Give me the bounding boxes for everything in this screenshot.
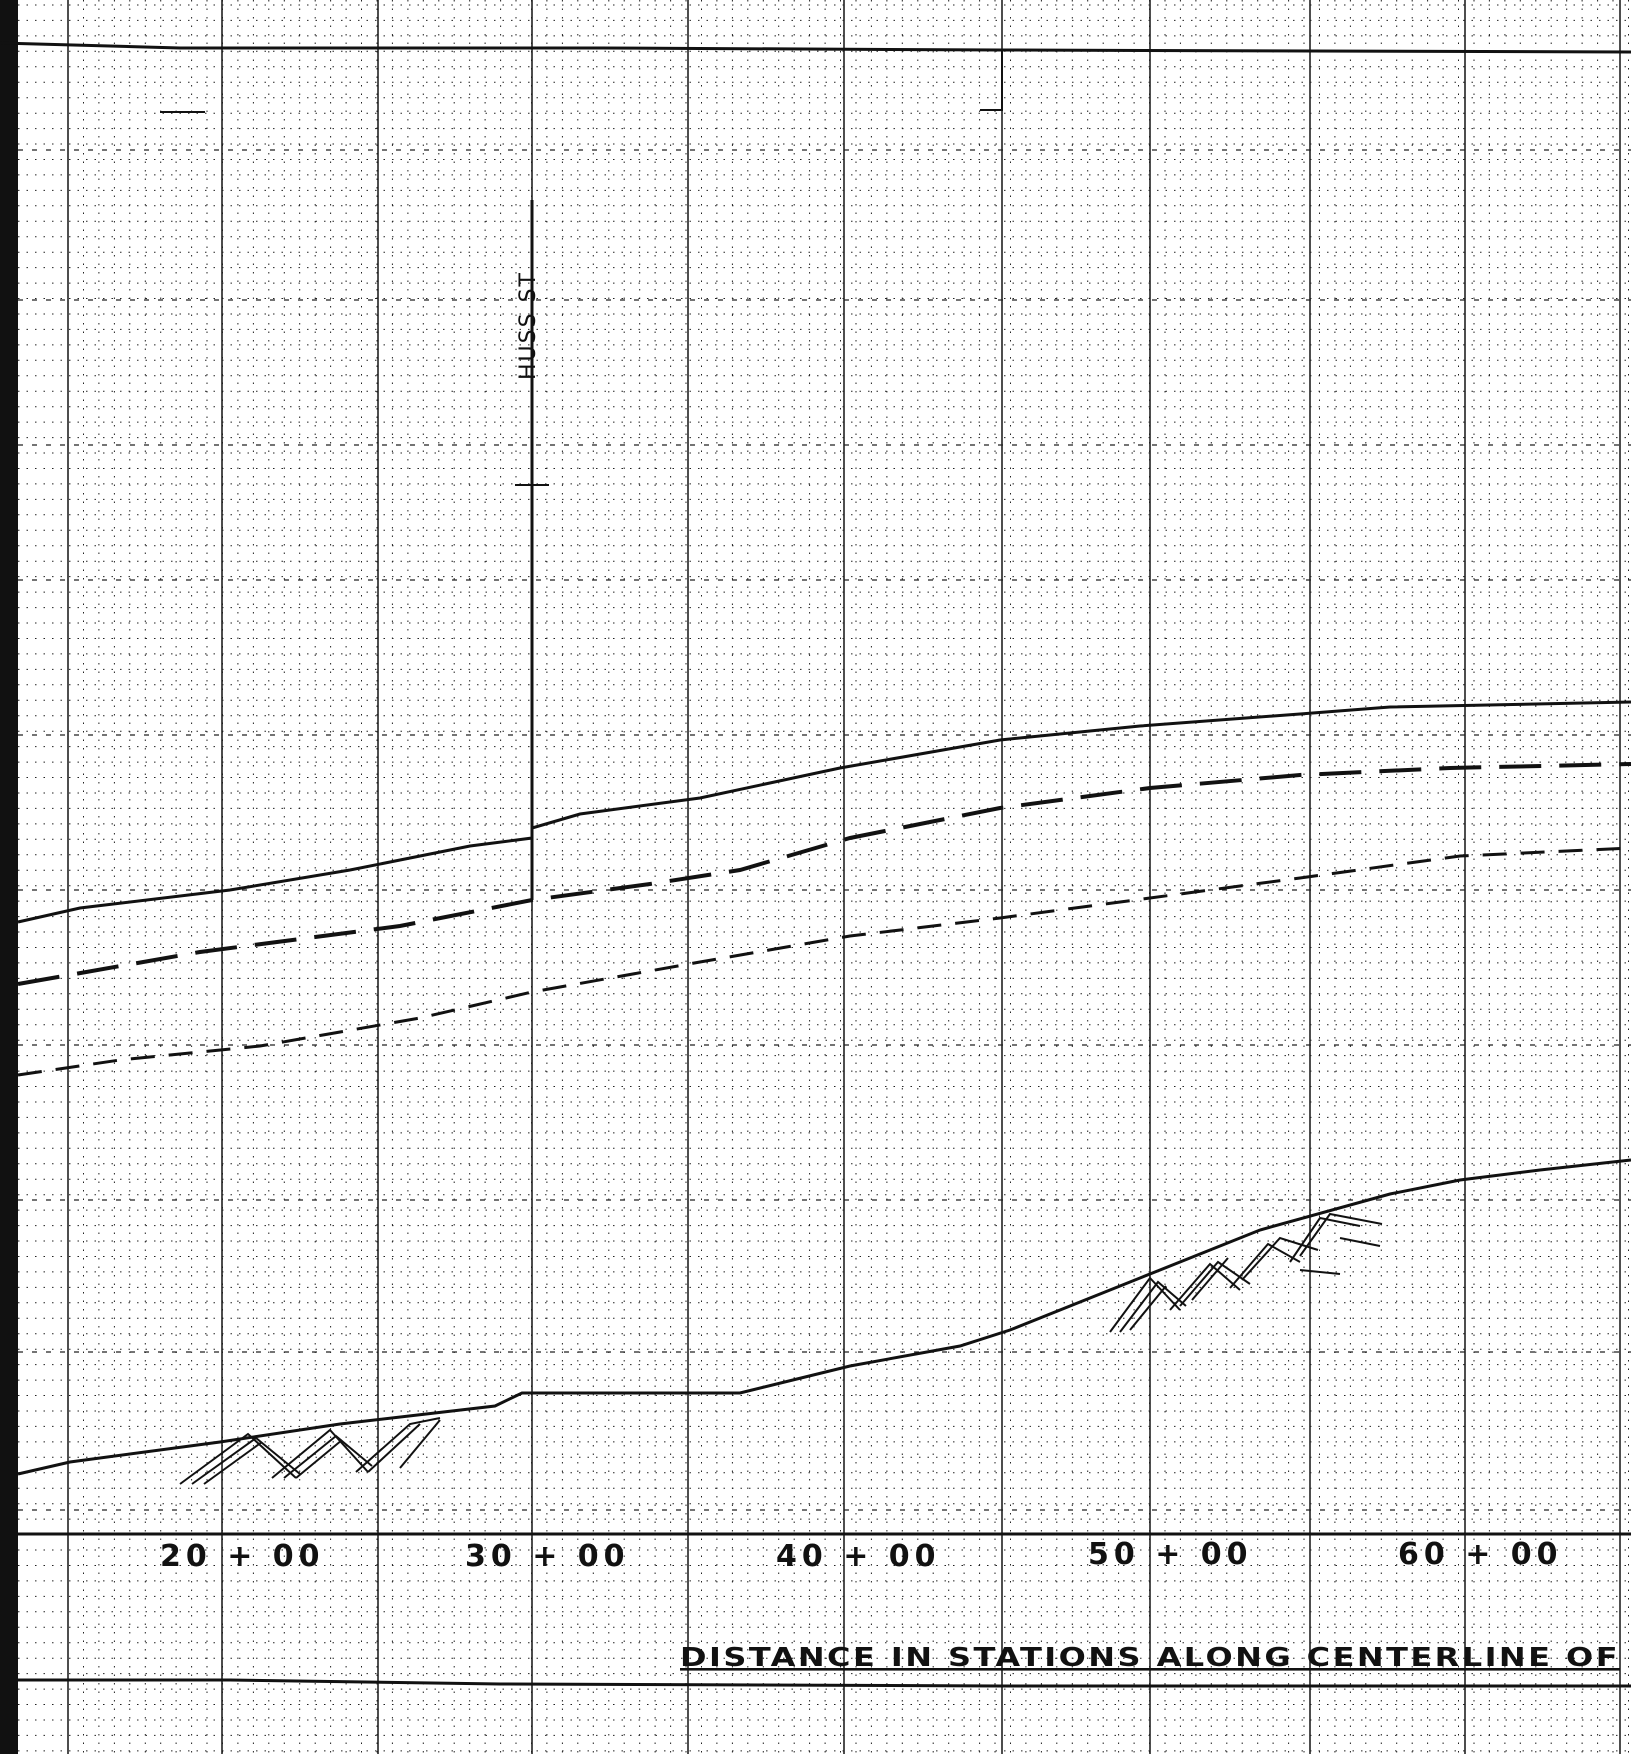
minor-grid [18,0,1631,1754]
caption-band-line [18,1678,1631,1688]
top-frame-line [0,41,1631,54]
profile-line-bottom [17,1158,1631,1476]
station-label-50: 50 + 00 [1088,1537,1253,1572]
station-label-20: 20 + 00 [160,1539,325,1574]
station-label-60: 60 + 00 [1398,1537,1563,1572]
profile-line-upper [17,700,1631,924]
station-label-40: 40 + 00 [776,1539,941,1574]
profile-line-middle-dashed [17,762,1631,986]
station-label-30: 30 + 00 [465,1539,630,1574]
hatch-symbol-left [179,1417,441,1485]
profile-line-lower-dashed [17,846,1631,1077]
top-frame-tick [980,50,1003,111]
major-grid [18,0,1631,1754]
axis-caption: DISTANCE IN STATIONS ALONG CENTERLINE OF [680,1643,1620,1673]
huss-st-label: HUSS ST [516,271,541,380]
sheet-left-border [0,0,18,1754]
hatch-symbol-right [1109,1212,1383,1333]
